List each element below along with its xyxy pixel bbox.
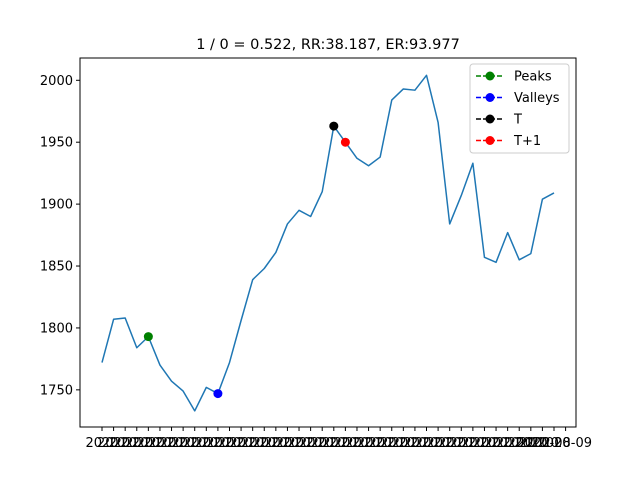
x-tick-label: 2020 (225, 436, 258, 451)
y-tick-label: 1950 (40, 136, 73, 151)
x-tick-label: 2020 (456, 436, 489, 451)
x-tick-label: 2020 (213, 436, 246, 451)
legend: Peaks Valleys T T+1 (469, 63, 570, 154)
chart-title: 1 / 0 = 0.522, RR:38.187, ER:93.977 (196, 37, 460, 53)
y-tick-label: 1750 (40, 383, 73, 398)
marker-t-1 (340, 137, 350, 147)
legend-label-t: T (513, 113, 522, 128)
x-tick-label: 2020 (375, 436, 408, 451)
y-tick-label: 1850 (40, 260, 73, 275)
legend-marker-peaks (485, 71, 495, 81)
x-tick-label: 2020 (526, 436, 559, 451)
x-tick-label: 2020 (120, 436, 153, 451)
marker-t (329, 121, 339, 131)
legend-marker-t (485, 114, 495, 124)
x-tick-label: 2020 (132, 436, 165, 451)
x-tick-label: 2020 (294, 436, 327, 451)
legend-box (469, 63, 570, 154)
x-tick-label: 2020 (468, 436, 501, 451)
legend-label-peaks: Peaks (514, 70, 552, 85)
y-tick-label: 1900 (40, 198, 73, 213)
x-tick-label: 2020 (422, 436, 455, 451)
legend-label-valleys: Valleys (514, 91, 560, 106)
x-tick-label: 2020 (259, 436, 292, 451)
x-tick-label: 2020 (109, 436, 142, 451)
plot-area (101, 74, 555, 412)
x-tick-label: 2020 (433, 436, 466, 451)
x-tick-label: 2020 (317, 436, 350, 451)
axes-frame (79, 57, 577, 428)
x-tick-label: 2020 (167, 436, 200, 451)
x-tick-label: 2020 (248, 436, 281, 451)
x-tick-label: 2020 (514, 436, 547, 451)
legend-label-t-1: T+1 (513, 134, 541, 149)
x-tick-label: 2020 (503, 436, 536, 451)
x-tick-label: 2020 (398, 436, 431, 451)
x-tick-label: 2020 (190, 436, 223, 451)
marker-peaks (143, 332, 153, 342)
x-tick-label: 2020 (340, 436, 373, 451)
x-tick-label: 2020 (445, 436, 478, 451)
x-tick-label: 2020 (282, 436, 315, 451)
axes: 1750180018501900195020002020202020202020… (40, 57, 592, 451)
x-tick-label: 2020 (306, 436, 339, 451)
x-tick-label: 2020 (155, 436, 188, 451)
y-tick-label: 1800 (40, 321, 73, 336)
x-tick-label: 2020 (201, 436, 234, 451)
marker-layer (143, 121, 350, 399)
marker-valleys (213, 389, 223, 399)
x-tick-label: 2020-08-09 (516, 436, 592, 451)
x-tick-label: 2020 (387, 436, 420, 451)
x-tick-label: 2020 (236, 436, 269, 451)
x-tick-label: 2020 (85, 436, 118, 451)
x-tick-label: 2020 (410, 436, 443, 451)
x-tick-label: 2020 (178, 436, 211, 451)
x-tick-label: 2020 (143, 436, 176, 451)
x-tick-label: 2020 (329, 436, 362, 451)
x-tick-label: 2020 (97, 436, 130, 451)
legend-marker-valleys (485, 93, 495, 102)
legend-marker-t-1 (485, 136, 495, 145)
series-line (101, 74, 555, 412)
x-tick-label: 2020 (491, 436, 524, 451)
x-tick-label: 2020 (364, 436, 397, 451)
x-tick-label: 2020 (271, 436, 304, 451)
x-tick-label: 2020 (352, 436, 385, 451)
y-tick-label: 2000 (40, 74, 73, 89)
x-tick-label: 2020 (480, 436, 513, 451)
x-tick-label: 2020 (537, 436, 570, 451)
